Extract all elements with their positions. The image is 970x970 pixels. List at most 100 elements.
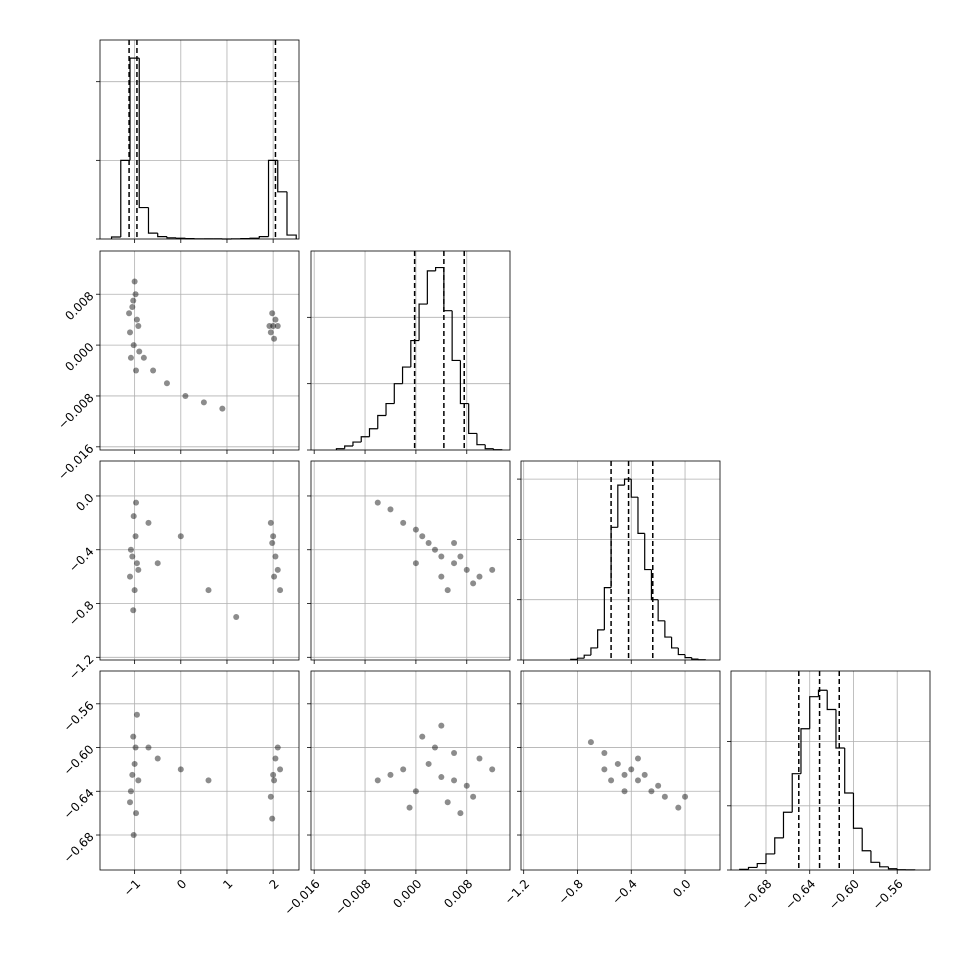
sample-point <box>641 771 648 778</box>
x-tick-label: −0.68 <box>739 877 775 913</box>
sample-point <box>628 766 635 773</box>
sample-point <box>374 499 381 506</box>
hist-step <box>603 587 612 630</box>
sample-point <box>457 553 464 560</box>
sample-point <box>133 316 140 323</box>
sample-point <box>127 329 134 336</box>
y-tick-label: 0.0 <box>73 491 96 514</box>
sample-point <box>444 799 451 806</box>
hist-step <box>670 637 679 649</box>
hist-step <box>597 629 605 648</box>
hist-step <box>879 862 889 868</box>
sample-point <box>129 771 136 778</box>
sample-point <box>470 793 477 800</box>
sample-point <box>127 546 134 553</box>
y-tick-label: −0.60 <box>61 742 97 778</box>
sample-point <box>205 777 212 784</box>
sample-point <box>205 587 212 594</box>
sample-point <box>438 553 445 560</box>
sample-point <box>272 755 279 762</box>
x-tick-label: −0.64 <box>782 877 818 913</box>
hist-step <box>360 436 370 443</box>
sample-point <box>400 519 407 526</box>
sample-point <box>131 760 138 767</box>
y-tick-label: −0.8 <box>66 598 97 629</box>
hist-step <box>590 647 598 656</box>
x-tick-label: 0 <box>174 877 189 892</box>
y-tick-label: −0.64 <box>61 786 97 822</box>
panel-frame <box>310 250 511 451</box>
x-tick-label: −0.4 <box>609 877 640 908</box>
sample-point <box>271 777 278 784</box>
hist-step <box>335 448 345 450</box>
y-tick-label: −1.2 <box>66 652 97 683</box>
sample-point <box>272 553 279 560</box>
hist-step <box>826 690 836 711</box>
sample-point <box>135 323 142 330</box>
sample-point <box>438 573 445 580</box>
sample-point <box>451 777 458 784</box>
sample-point <box>271 335 278 342</box>
sample-point <box>163 380 170 387</box>
sample-point <box>131 587 138 594</box>
sample-point <box>132 291 139 298</box>
hist-step <box>896 868 906 871</box>
sample-point <box>438 722 445 729</box>
sample-point <box>177 766 184 773</box>
x-tick-label: −0.56 <box>870 877 906 913</box>
hist-step <box>747 866 758 870</box>
sample-point <box>601 766 608 773</box>
x-tick-label: −1.2 <box>502 877 533 908</box>
hist-step <box>147 207 158 234</box>
hist-step <box>664 620 672 638</box>
panel-frame <box>310 460 511 661</box>
hist-step <box>644 533 652 571</box>
sample-point <box>133 810 140 817</box>
sample-point <box>655 782 662 789</box>
sample-point <box>425 540 432 547</box>
sample-point <box>274 744 281 751</box>
panel-frame <box>520 670 721 871</box>
sample-point <box>154 755 161 762</box>
hist-step <box>377 414 387 429</box>
sample-point <box>277 587 284 594</box>
hist-step <box>418 303 428 341</box>
y-tick-label: −0.56 <box>61 698 97 734</box>
sample-point <box>270 771 277 778</box>
x-tick-label: −0.60 <box>826 877 862 913</box>
sample-point <box>140 354 147 361</box>
sample-point <box>127 788 134 795</box>
x-tick-label: 2 <box>266 877 281 892</box>
hist-step <box>401 366 411 384</box>
hist-step <box>459 360 469 405</box>
sample-point <box>489 766 496 773</box>
sample-point <box>431 546 438 553</box>
hist-step <box>637 497 645 534</box>
sample-point <box>182 392 189 399</box>
sample-point <box>126 310 133 317</box>
hist-step <box>870 850 880 863</box>
sample-point <box>634 777 641 784</box>
sample-point <box>608 777 615 784</box>
sample-point <box>587 739 594 746</box>
sample-point <box>661 793 668 800</box>
sample-point <box>412 560 419 567</box>
hist-step <box>277 160 287 193</box>
sample-point <box>682 793 689 800</box>
hist-step <box>267 159 278 237</box>
hist-step <box>650 569 659 601</box>
y-tick-label: −0.4 <box>66 544 97 575</box>
sample-point <box>136 348 143 355</box>
hist-step <box>657 599 665 622</box>
sample-point <box>145 744 152 751</box>
y-tick-label: −0.68 <box>61 830 97 866</box>
sample-point <box>419 533 426 540</box>
sample-point <box>463 782 470 789</box>
hist-step <box>344 445 353 449</box>
sample-point <box>266 323 273 330</box>
sample-point <box>406 804 413 811</box>
sample-point <box>277 766 284 773</box>
hist-step <box>166 236 177 239</box>
hist-step <box>791 773 801 813</box>
hist-step <box>861 828 871 852</box>
